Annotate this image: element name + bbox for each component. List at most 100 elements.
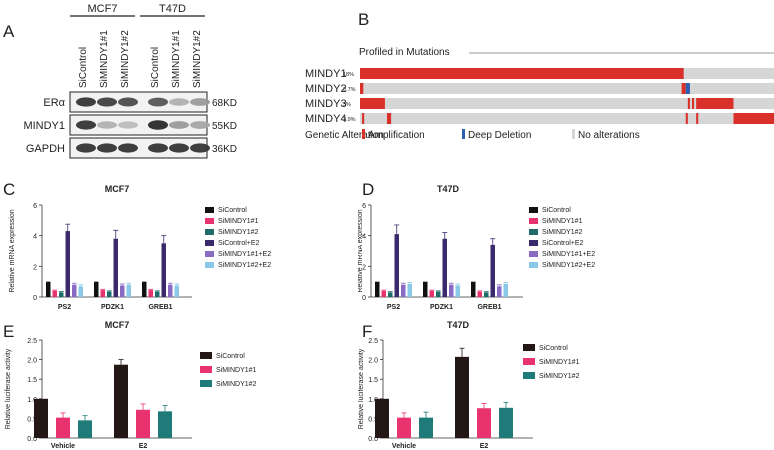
legend-swatch: [572, 129, 575, 139]
y-tick-label: 2.5: [368, 338, 378, 345]
kd-label: 68KD: [212, 98, 237, 109]
amplification-mark: [681, 83, 686, 94]
protein-band: [118, 121, 138, 129]
y-axis-label: Relative mRNA expression: [358, 209, 364, 292]
amplification-mark: [696, 113, 699, 124]
amplification-mark: [685, 113, 688, 124]
panel-label-a: A: [3, 22, 15, 41]
amplification-mark: [733, 113, 774, 124]
lane-label: SiMINDY1#1: [171, 30, 182, 88]
bar: [401, 284, 406, 297]
bar: [497, 286, 502, 297]
legend-label: SiControl+E2: [542, 240, 584, 247]
y-tick-label: 0.5: [368, 416, 378, 423]
amplification-mark: [362, 113, 365, 124]
protein-label: ERα: [43, 97, 65, 109]
legend-swatch: [205, 218, 214, 224]
legend-swatch: [200, 366, 212, 373]
bar: [490, 244, 495, 297]
bar: [78, 286, 83, 297]
bar: [174, 285, 179, 297]
y-tick-label: 1.5: [27, 377, 37, 384]
bar: [59, 292, 64, 297]
legend-label: SiMINDY1#2: [218, 229, 259, 236]
bar: [94, 281, 99, 297]
legend-swatch: [523, 344, 535, 351]
bar: [78, 420, 92, 438]
bar: [471, 281, 476, 297]
legend-label: Deep Deletion: [468, 130, 531, 141]
amplification-mark: [692, 98, 695, 109]
panel-label-c: C: [3, 180, 16, 199]
chart-title: T47D: [437, 184, 460, 194]
bar: [107, 291, 112, 297]
y-axis-label: Relative luciferase activity: [358, 348, 365, 429]
panel-label-d: D: [362, 180, 375, 199]
y-tick-label: 0.5: [27, 416, 37, 423]
bar: [381, 290, 386, 297]
bar: [499, 407, 513, 438]
legend-swatch: [205, 262, 214, 268]
bar: [100, 290, 105, 297]
legend-swatch: [200, 352, 212, 359]
y-tick-label: 0: [33, 295, 37, 302]
gene-track: [360, 83, 774, 94]
legend-label: SiMINDY1#1: [539, 359, 580, 366]
bar: [113, 238, 118, 297]
protein-band: [190, 143, 210, 153]
x-tick-label: GREB1: [148, 304, 172, 311]
bar: [442, 238, 447, 297]
protein-band: [169, 143, 189, 153]
x-tick-label: PDZK1: [430, 304, 453, 311]
bar: [394, 234, 399, 297]
gene-label: MINDY1: [305, 68, 347, 80]
bar: [397, 417, 411, 438]
legend-swatch: [205, 207, 214, 213]
bar: [455, 356, 469, 438]
cell-line-label: MCF7: [88, 3, 118, 15]
western-blot-panel: MCF7 T47D SiControl SiMINDY1#1 SiMINDY1#2 SiC…: [23, 3, 237, 159]
protein-label: MINDY1: [23, 120, 65, 132]
legend-label: SiControl: [216, 353, 245, 360]
legend-label: SiControl: [218, 207, 247, 214]
amplification-mark: [687, 98, 690, 109]
legend-swatch: [529, 229, 538, 235]
legend-label: SiMINDY1#1: [216, 367, 257, 374]
legend-label: SiControl+E2: [218, 240, 260, 247]
gene-percent: 2.9%: [343, 117, 356, 123]
legend-label: SiControl: [539, 345, 568, 352]
protein-band: [148, 143, 168, 153]
y-tick-label: 0.0: [368, 436, 378, 443]
y-tick-label: 4: [33, 234, 37, 241]
gene-label: MINDY3: [305, 98, 347, 110]
x-tick-label: Vehicle: [392, 443, 416, 450]
legend-swatch: [200, 380, 212, 387]
panel-label-e: E: [3, 322, 15, 341]
protein-band: [190, 121, 210, 129]
y-tick-label: 1.5: [368, 377, 378, 384]
bar: [455, 285, 460, 297]
protein-band: [169, 121, 189, 129]
legend-swatch: [529, 251, 538, 257]
legend-swatch: [462, 129, 465, 139]
kd-label: 36KD: [212, 144, 237, 155]
y-tick-label: 2: [33, 264, 37, 271]
legend-label: No alterations: [578, 130, 640, 141]
bar: [477, 408, 491, 438]
bar: [65, 231, 70, 297]
bar: [161, 243, 166, 297]
protein-band: [190, 98, 210, 106]
bar: [423, 281, 428, 297]
gene-percent: 18%: [343, 72, 354, 78]
amplification-mark: [360, 83, 364, 94]
legend-label: SiMINDY1#2+E2: [542, 262, 595, 269]
lane-label: SiControl: [78, 47, 89, 88]
bar: [375, 398, 389, 438]
y-tick-label: 1.0: [368, 397, 378, 404]
y-axis-label: Relative luciferase activity: [5, 348, 12, 429]
bar: [407, 283, 412, 297]
gene-percent: 3%: [343, 102, 351, 108]
bar: [114, 364, 128, 438]
legend-label: SiMINDY1#1: [218, 218, 259, 225]
